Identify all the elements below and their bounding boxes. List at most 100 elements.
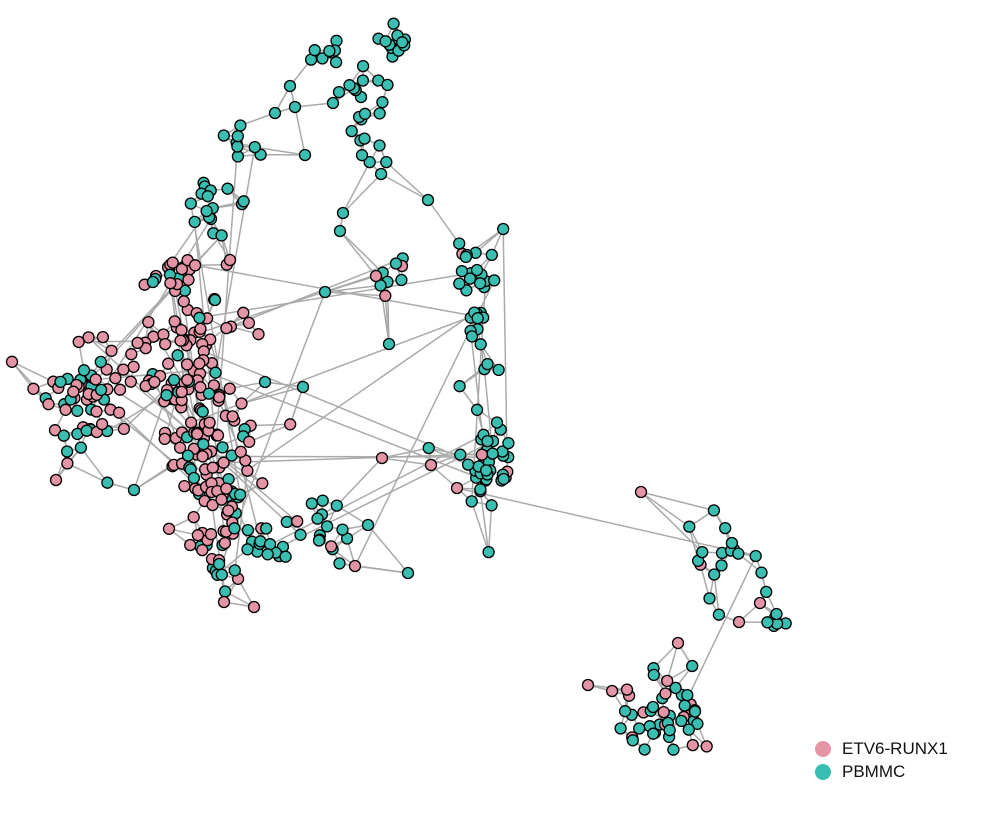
node-etv6-runx1 <box>112 406 126 419</box>
node-pbmmc <box>228 522 241 535</box>
node-pbmmc <box>296 380 310 394</box>
node-pbmmc <box>707 504 721 517</box>
edge <box>470 501 490 553</box>
node-pbmmc <box>200 204 213 218</box>
node-etv6-runx1 <box>180 358 194 371</box>
node-pbmmc <box>231 140 244 153</box>
node-etv6-runx1 <box>191 529 205 542</box>
node-pbmmc <box>638 743 651 756</box>
node-etv6-runx1 <box>252 328 265 341</box>
edge <box>190 203 241 495</box>
node-pbmmc <box>715 559 728 572</box>
edge <box>324 291 386 297</box>
node-pbmmc <box>453 237 466 250</box>
node-etv6-runx1 <box>661 674 674 688</box>
node-pbmmc <box>260 522 273 535</box>
node-pbmmc <box>363 155 376 169</box>
node-etv6-runx1 <box>175 385 188 399</box>
node-pbmmc <box>268 106 282 120</box>
node-etv6-runx1 <box>67 385 80 398</box>
node-etv6-runx1 <box>657 705 670 719</box>
legend-label-pbmmc: PBMMC <box>842 761 906 781</box>
node-etv6-runx1 <box>184 538 197 552</box>
node-pbmmc <box>336 523 349 536</box>
node-etv6-runx1 <box>203 416 216 429</box>
node-etv6-runx1 <box>96 330 110 344</box>
node-pbmmc <box>389 257 403 270</box>
node-pbmmc <box>454 448 467 461</box>
node-etv6-runx1 <box>659 687 672 700</box>
node-etv6-runx1 <box>127 360 140 373</box>
node-pbmmc <box>481 434 494 448</box>
node-pbmmc <box>193 311 206 324</box>
node-etv6-runx1 <box>237 306 250 319</box>
node-pbmmc <box>761 616 774 629</box>
node-etv6-runx1 <box>284 418 297 431</box>
node-pbmmc <box>333 224 347 238</box>
node-etv6-runx1 <box>348 559 362 573</box>
node-etv6-runx1 <box>222 504 235 517</box>
node-etv6-runx1 <box>148 375 161 389</box>
node-pbmmc <box>488 274 501 287</box>
node-pbmmc <box>633 722 646 735</box>
edge <box>339 230 384 274</box>
node-pbmmc <box>54 375 67 389</box>
node-pbmmc <box>618 705 632 718</box>
edge <box>487 505 493 553</box>
edge <box>234 470 249 571</box>
node-pbmmc <box>356 59 370 73</box>
node-pbmmc <box>485 499 498 512</box>
edge <box>666 642 679 682</box>
node-etv6-runx1 <box>48 424 62 437</box>
node-pbmmc <box>647 668 660 682</box>
node-etv6-runx1 <box>450 481 464 495</box>
node-etv6-runx1 <box>753 596 767 610</box>
node-pbmmc <box>455 265 469 278</box>
node-etv6-runx1 <box>61 457 74 470</box>
node-pbmmc <box>188 215 201 229</box>
edge <box>339 230 377 277</box>
node-pbmmc <box>688 705 702 718</box>
node-pbmmc <box>215 568 228 581</box>
node-etv6-runx1 <box>196 543 209 557</box>
node-pbmmc <box>760 585 773 599</box>
node-pbmmc <box>127 483 141 497</box>
node-etv6-runx1 <box>159 337 172 351</box>
edge <box>194 264 484 319</box>
node-etv6-runx1 <box>89 373 102 386</box>
node-pbmmc <box>482 545 495 559</box>
legend-swatch-pbmmc <box>815 763 831 780</box>
node-pbmmc <box>470 403 484 416</box>
node-pbmmc <box>212 557 226 571</box>
node-etv6-runx1 <box>215 493 228 506</box>
node-pbmmc <box>217 129 230 142</box>
node-etv6-runx1 <box>49 473 63 487</box>
node-pbmmc <box>708 568 721 581</box>
node-pbmmc <box>490 416 504 429</box>
edge <box>294 106 306 156</box>
node-etv6-runx1 <box>177 295 190 308</box>
node-pbmmc <box>473 277 487 290</box>
edge <box>640 491 715 512</box>
node-pbmmc <box>480 464 493 477</box>
node-pbmmc <box>379 35 392 48</box>
node-pbmmc <box>288 100 302 114</box>
node-pbmmc <box>719 521 732 535</box>
node-etv6-runx1 <box>175 323 188 337</box>
node-etv6-runx1 <box>166 256 179 269</box>
node-pbmmc <box>336 206 350 220</box>
node-etv6-runx1 <box>243 435 256 448</box>
legend-item-pbmmc: PBMMC <box>815 760 948 783</box>
node-pbmmc <box>474 338 487 351</box>
node-etv6-runx1 <box>581 678 595 692</box>
node-etv6-runx1 <box>235 397 248 410</box>
node-pbmmc <box>382 337 396 351</box>
edge <box>324 275 377 293</box>
node-pbmmc <box>422 441 435 455</box>
node-pbmmc <box>387 17 400 30</box>
node-pbmmc <box>196 405 209 418</box>
edge <box>640 491 690 528</box>
node-etv6-runx1 <box>375 451 389 465</box>
node-pbmmc <box>308 44 321 57</box>
